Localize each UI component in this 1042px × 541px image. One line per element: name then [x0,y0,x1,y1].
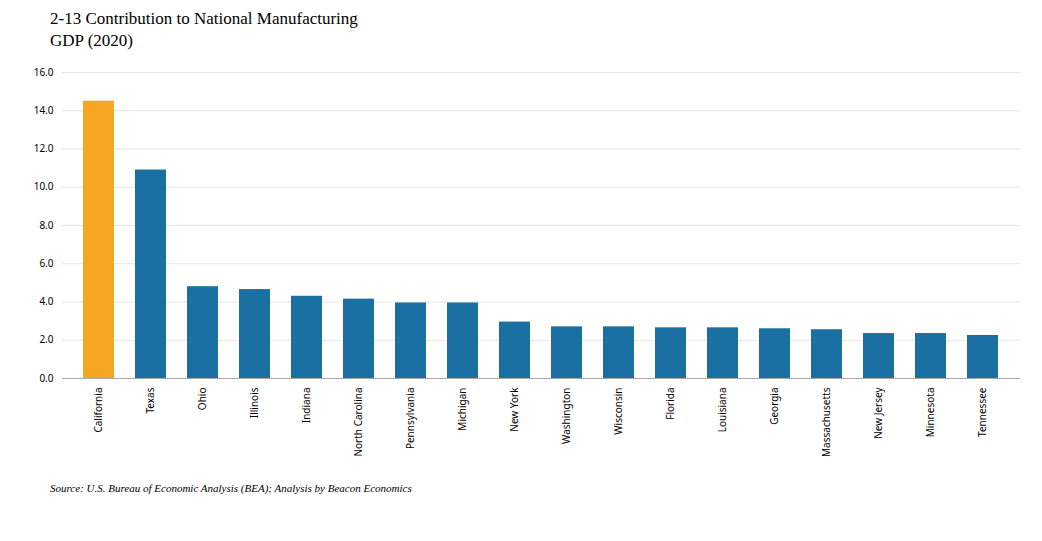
svg-text:14.0: 14.0 [34,103,54,117]
svg-text:10.0: 10.0 [34,179,54,193]
svg-text:Ohio: Ohio [195,388,209,411]
svg-text:Michigan: Michigan [455,388,469,431]
svg-text:12.0: 12.0 [34,141,54,155]
svg-text:New Jersey: New Jersey [871,387,885,439]
svg-text:Georgia: Georgia [767,388,781,425]
html-text:GDP (2020): GDP (2020) [50,31,133,50]
svg-text:Texas: Texas [143,387,157,413]
svg-text:California: California [91,388,105,433]
svg-text:2.0: 2.0 [39,332,53,346]
svg-text:Florida: Florida [663,388,677,420]
svg-text:North Carolina: North Carolina [351,388,365,457]
svg-text:Illinois: Illinois [247,387,261,418]
svg-text:Pennsylvania: Pennsylvania [403,388,417,450]
svg-text:6.0: 6.0 [39,256,53,270]
svg-text:16.0: 16.0 [34,65,54,79]
svg-text:Louisiana: Louisiana [715,388,729,433]
svg-text:Tennessee: Tennessee [975,387,989,437]
svg-text:New York: New York [507,387,521,432]
svg-text:4.0: 4.0 [39,294,53,308]
svg-text:Massachusetts: Massachusetts [819,387,833,457]
html-text:2-13 Contribution to National: 2-13 Contribution to National Manufactur… [50,9,358,28]
svg-text:Washington: Washington [559,388,573,444]
svg-text:Minnesota: Minnesota [923,388,937,438]
html-text:Source: U.S. Bureau of Economi: Source: U.S. Bureau of Economic Analysis… [50,482,412,494]
svg-text:8.0: 8.0 [39,218,53,232]
svg-text:Indiana: Indiana [299,388,313,424]
svg-text:Wisconsin: Wisconsin [611,388,625,435]
svg-text:0.0: 0.0 [39,371,53,385]
